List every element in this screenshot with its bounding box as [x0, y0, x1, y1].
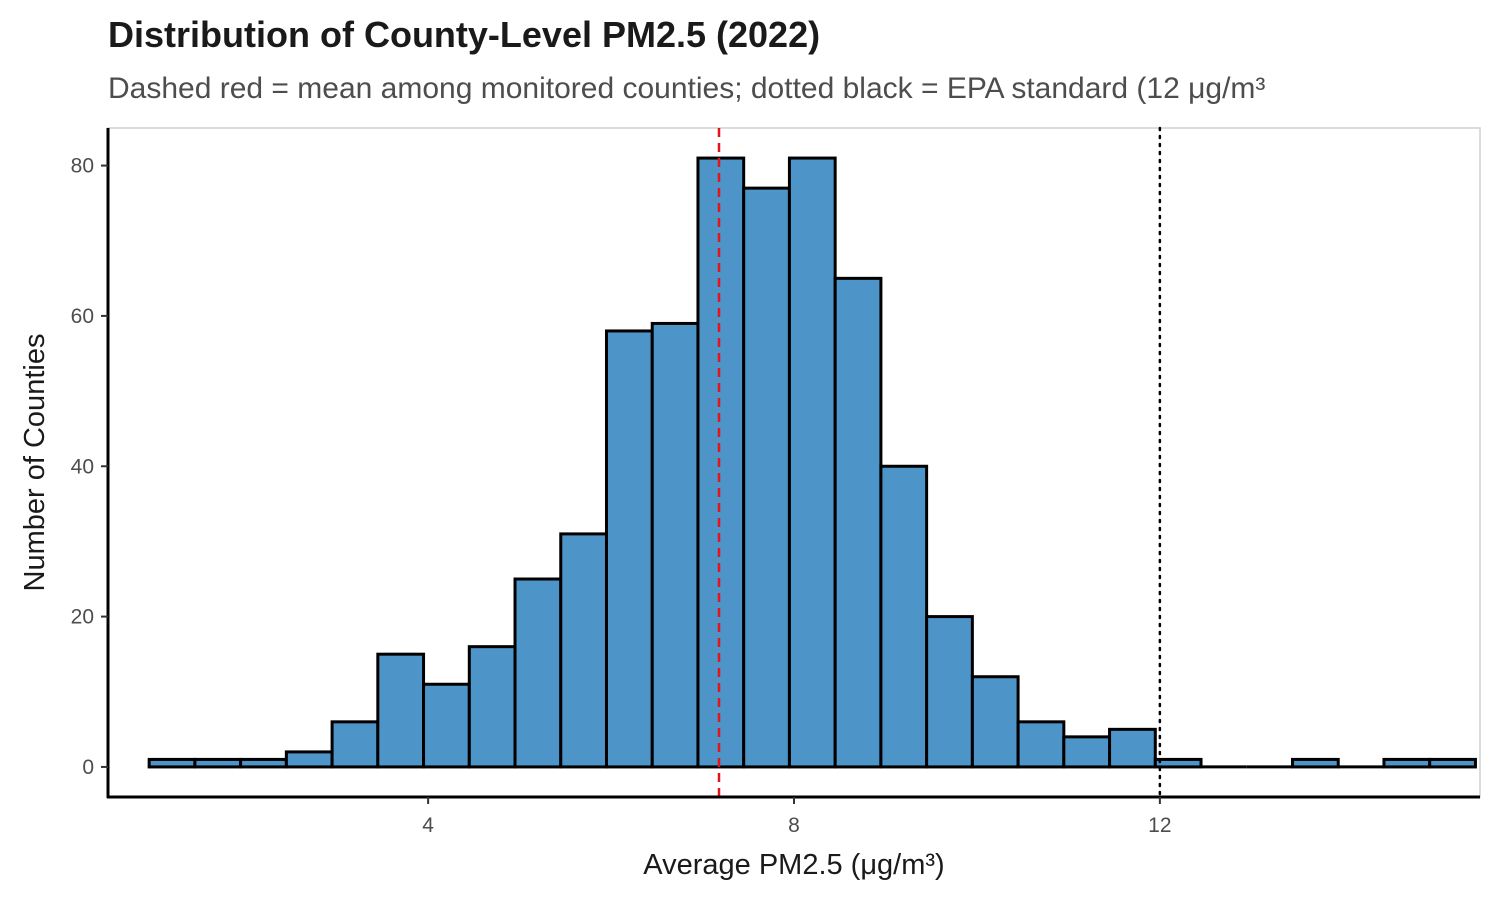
histogram-bar — [376, 652, 426, 769]
histogram-bar — [925, 615, 974, 769]
histogram-bar — [833, 276, 883, 769]
histogram-bar — [1290, 757, 1340, 769]
y-tick-label: 40 — [71, 455, 94, 478]
chart-title: Distribution of County-Level PM2.5 (2022… — [108, 14, 821, 55]
histogram-bar — [1382, 757, 1432, 769]
histogram-bar — [879, 464, 929, 769]
histogram-bar — [1428, 757, 1477, 769]
x-tick-label: 12 — [1148, 814, 1171, 837]
x-tick-label: 8 — [788, 814, 800, 837]
histogram-bar — [513, 577, 563, 769]
chart-subtitle: Dashed red = mean among monitored counti… — [108, 72, 1266, 105]
y-axis-title: Number of Counties — [19, 334, 51, 592]
histogram-bar — [787, 156, 837, 769]
histogram-bar — [284, 750, 334, 769]
axes-group: 0 20 40 60 80 4 8 12 — [71, 128, 1480, 837]
histogram-bar — [147, 757, 197, 769]
histogram-bar — [330, 720, 380, 769]
bars-group — [147, 156, 1477, 769]
y-tick-label: 60 — [71, 305, 94, 328]
histogram-bar — [970, 675, 1020, 769]
histogram-bar — [193, 757, 243, 769]
histogram-bar — [604, 329, 654, 769]
histogram-bar — [1153, 757, 1203, 769]
histogram-bar — [422, 682, 471, 769]
histogram-bar — [1108, 727, 1157, 769]
histogram-bar — [650, 321, 700, 769]
y-tick-label: 0 — [82, 756, 94, 779]
histogram-bar — [239, 757, 288, 769]
x-axis-title: Average PM2.5 (μg/m³) — [643, 849, 944, 881]
histogram-bar — [696, 156, 746, 769]
histogram-bar — [1016, 720, 1066, 769]
histogram-bar — [742, 186, 791, 769]
histogram-bar — [467, 645, 517, 769]
y-tick-label: 20 — [71, 606, 94, 629]
histogram-bar — [559, 532, 608, 769]
y-tick-label: 80 — [71, 155, 94, 178]
histogram-bar — [1062, 735, 1112, 769]
x-tick-label: 4 — [422, 814, 434, 837]
